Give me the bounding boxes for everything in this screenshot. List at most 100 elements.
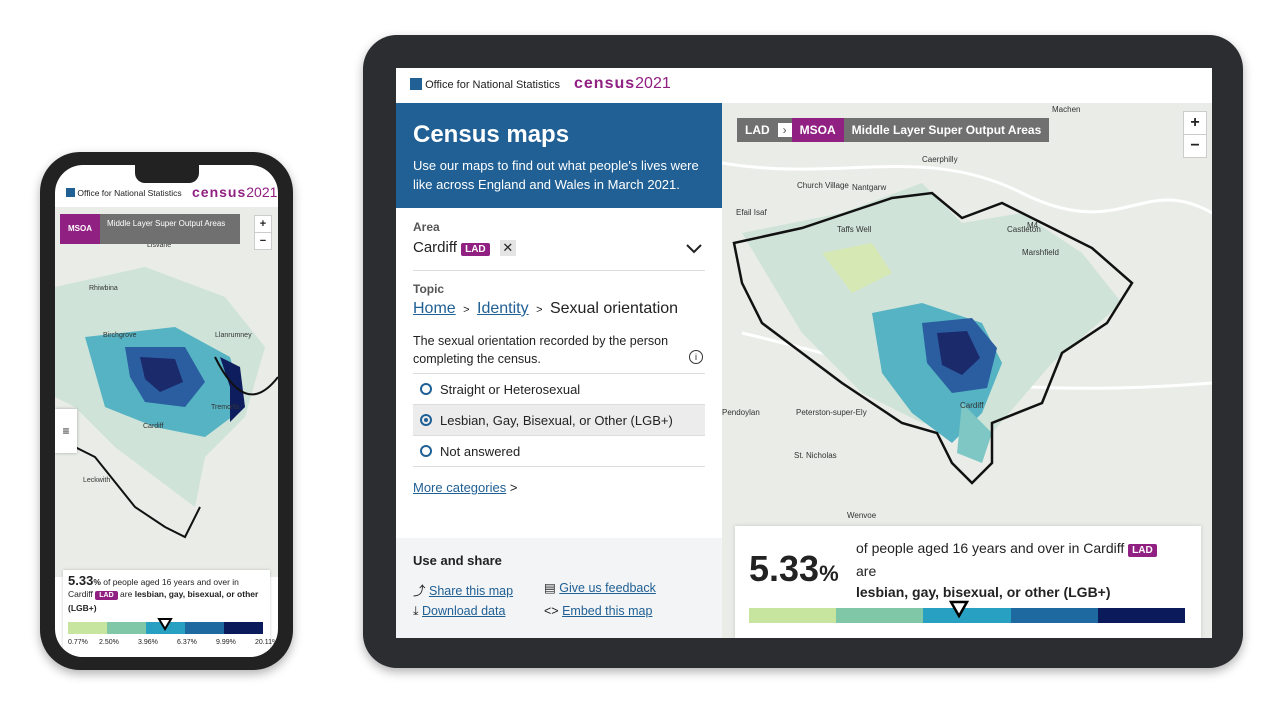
map[interactable]: Machen Caerphilly Church Village Nantgarw Ef…: [722, 103, 1212, 638]
zoom-out[interactable]: −: [1183, 134, 1207, 158]
option-row[interactable]: Lesbian, Gay, Bisexual, or Other (LGB+): [413, 405, 705, 436]
info-icon[interactable]: i: [689, 350, 703, 364]
download-link[interactable]: Download data: [422, 604, 506, 618]
more-categories[interactable]: More categories: [413, 480, 507, 495]
census-logo: census2021: [192, 184, 277, 200]
geo-lad[interactable]: LAD: [745, 123, 770, 137]
menu-button[interactable]: ≡: [55, 409, 77, 453]
radio[interactable]: [420, 383, 432, 395]
radio[interactable]: [420, 445, 432, 457]
legend-marker: [157, 618, 173, 631]
legend-text: of people aged 16 years and over in Card…: [856, 538, 1176, 603]
legend-break: 0.77%: [68, 639, 88, 646]
embed-link-row: <> Embed this map: [544, 604, 653, 618]
census-logo: census2021: [574, 75, 671, 93]
legend-value: 5.33: [68, 573, 94, 588]
geo-msoa[interactable]: MSOA: [60, 214, 100, 244]
legend-are: are: [120, 589, 133, 599]
legend-marker: [949, 600, 969, 618]
census-year: 2021: [246, 184, 278, 200]
share-title: Use and share: [413, 553, 502, 568]
embed-link[interactable]: Embed this map: [562, 604, 653, 618]
phone-screen: Office for National Statistics census202…: [55, 165, 278, 657]
option-row[interactable]: Straight or Heterosexual: [413, 374, 705, 405]
more-row: More categories >: [413, 480, 518, 495]
option-row[interactable]: Not answered: [413, 436, 705, 467]
zoom-in[interactable]: +: [254, 215, 272, 233]
legend-break: 6.37%: [177, 639, 197, 646]
place-label: Taffs Well: [837, 225, 872, 234]
legend-desc: of people aged 16 years and over in: [103, 577, 239, 587]
legend-break: 3.96%: [138, 639, 158, 646]
panel-title: Census maps: [413, 121, 570, 148]
share-section: Use and share ⤴ Share this map ▤ Give us…: [396, 538, 722, 638]
map[interactable]: Lisvane Rhiwbina Birchgrove Llanrumney Tremo…: [55, 207, 278, 577]
map-graphic: [55, 267, 278, 539]
tablet-screen: Office for National Statistics census202…: [396, 68, 1212, 638]
legend-are: are: [856, 563, 877, 579]
place-label: Lisvane: [147, 242, 172, 249]
download-link-row: ⤓ Download data: [413, 604, 506, 618]
divider: [413, 270, 705, 271]
topic-label: Topic: [413, 282, 445, 296]
share-link-row: ⤴ Share this map: [413, 584, 514, 598]
legend-break: 9.99%: [216, 639, 236, 646]
header: Office for National Statistics: [410, 78, 560, 91]
clear-button[interactable]: ✕: [499, 240, 516, 256]
feedback-link[interactable]: Give us feedback: [559, 581, 656, 595]
place-label: Church Village: [797, 181, 849, 190]
place-label: Nantgarw: [852, 183, 887, 192]
description: The sexual orientation recorded by the p…: [413, 334, 669, 366]
legend-text: 5.33% of people aged 16 years and over i…: [68, 573, 263, 614]
geo-msoa[interactable]: MSOA: [791, 118, 844, 142]
place-label: Marshfield: [1022, 248, 1059, 257]
place-label: Peterston-super-Ely: [796, 408, 867, 417]
tablet: Office for National Statistics census202…: [363, 35, 1243, 668]
legend-bar: [749, 608, 1185, 623]
legend-desc: of people aged 16 years and over in Card…: [856, 540, 1125, 556]
unit: %: [819, 561, 839, 586]
legend-badge: LAD: [1128, 544, 1157, 557]
radio[interactable]: [420, 414, 432, 426]
intro: Use our maps to find out what people's l…: [413, 158, 699, 192]
place-label: Efail Isaf: [736, 208, 767, 217]
place-label: Rhiwbina: [89, 285, 118, 292]
option-label: Not answered: [440, 444, 521, 459]
place-label: Caerphilly: [922, 155, 958, 164]
place-label: St. Nicholas: [794, 451, 837, 460]
legend-box: 5.33% of people aged 16 years and over i…: [63, 570, 278, 657]
ons-logo: Office for National Statistics: [425, 79, 560, 91]
geo-breadcrumb: LAD › MSOA Middle Layer Super Output Areas: [737, 118, 1050, 142]
place-label: Llanrumney: [215, 332, 252, 339]
geo-name: Middle Layer Super Output Areas: [851, 123, 1042, 137]
value: 5.33: [749, 548, 820, 589]
crumb[interactable]: Identity: [477, 300, 529, 317]
place-label: Wenvoe: [847, 511, 877, 520]
census-year: 2021: [635, 75, 671, 92]
feedback-link-row: ▤ Give us feedback: [544, 581, 656, 595]
legend-break: 20.11%: [255, 639, 278, 646]
crumb-current: Sexual orientation: [549, 300, 679, 317]
radio-dot: [424, 418, 428, 422]
legend-badge: LAD: [95, 591, 118, 600]
area-row: Cardiff LAD ✕: [413, 239, 516, 256]
legend-area: Cardiff: [68, 589, 93, 599]
place-label: Pendoylan: [722, 408, 760, 417]
zoom-out[interactable]: −: [254, 232, 272, 250]
share-link[interactable]: Share this map: [428, 584, 514, 598]
divider: [413, 373, 705, 374]
dropdown-chevron[interactable]: [686, 244, 702, 254]
zoom-in[interactable]: +: [1183, 111, 1207, 135]
place-label: Birchgrove: [103, 332, 137, 339]
breadcrumb: Home > Identity > Sexual orientation: [413, 300, 679, 317]
place-label: Castleton: [1007, 225, 1041, 234]
notch: [135, 165, 199, 183]
census-word: census: [574, 75, 636, 92]
census-word: census: [192, 184, 247, 200]
place-label: Cardiff: [143, 423, 164, 430]
place-label: Leckwith: [83, 477, 111, 484]
place-label: Cardiff: [960, 401, 984, 410]
crumb[interactable]: Home: [413, 300, 456, 317]
legend-unit: %: [93, 577, 101, 587]
